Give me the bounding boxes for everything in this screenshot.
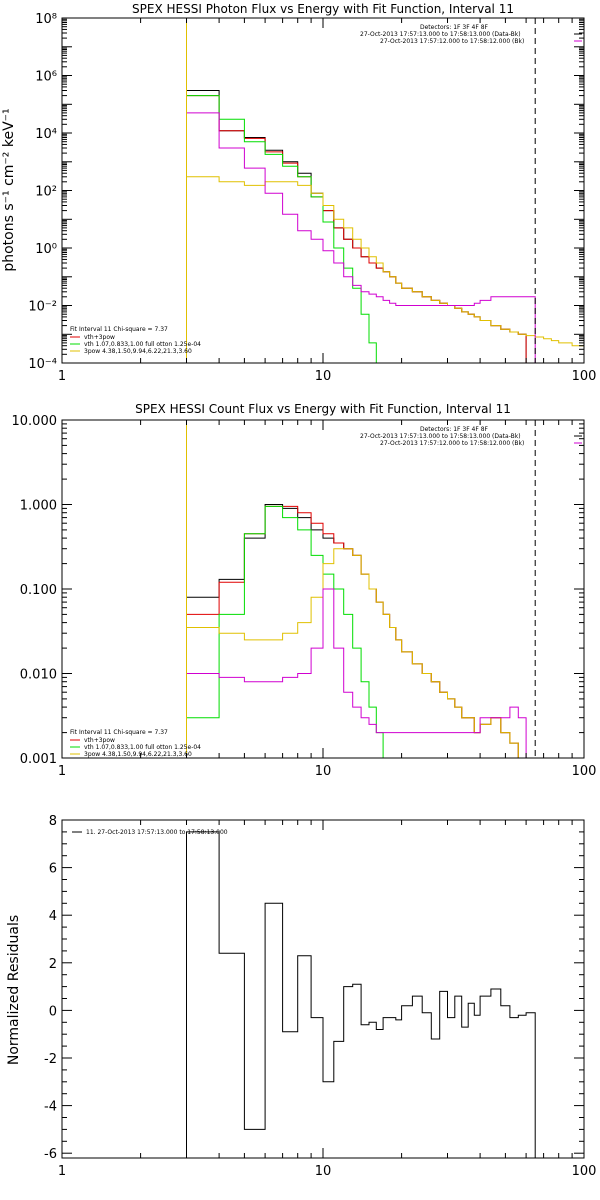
- y-axis-label: Normalized Residuals: [6, 915, 22, 1065]
- legend-bk: 27-Oct-2013 17:57:12.000 to 17:58:12.000…: [380, 440, 524, 447]
- axes-frame: [61, 819, 585, 1159]
- axis-ticks: 1 10 100 0.001 0.010 0.100 1.000 10.000: [12, 414, 597, 779]
- x-tick-label: 10: [315, 764, 332, 779]
- series-line: [186, 112, 544, 363]
- x-tick-label: 1: [58, 1164, 66, 1179]
- y-tick-label: 10⁶: [35, 70, 57, 85]
- y-tick-label: 10⁴: [35, 127, 57, 142]
- legend-vth-3pow: vth+3pow: [84, 737, 115, 744]
- legend-detectors: Detectors: 1F 3F 4F 8F: [420, 426, 489, 433]
- y-tick-label: 10⁰: [35, 242, 57, 257]
- y-axis-label: photons s⁻¹ cm⁻² keV⁻¹: [1, 108, 17, 271]
- y-tick-label: 2: [49, 957, 57, 972]
- y-tick-label: -4: [44, 1100, 57, 1115]
- y-tick-label: -2: [44, 1052, 57, 1067]
- y-tick-label: 10²: [35, 185, 57, 200]
- legend-fit-interval: Fit Interval 11 Chi-square = 7.37: [70, 729, 168, 736]
- y-tick-label: 0.001: [20, 752, 57, 767]
- x-tick-label: 1: [58, 369, 66, 384]
- series-line: [186, 588, 536, 758]
- y-tick-label: 0.010: [20, 668, 57, 683]
- y-tick-label: 10⁻²: [28, 300, 57, 315]
- series-line: [186, 95, 527, 363]
- axis-ticks: 1 10 100 10⁻⁴ 10⁻² 10⁰ 10² 10⁴ 10⁶ 10⁸: [28, 12, 596, 384]
- y-tick-label: 10.000: [12, 414, 58, 429]
- plot-area: [186, 420, 536, 758]
- series-line: [186, 176, 584, 363]
- legend-data-bk: 27-Oct-2013 17:57:13.000 to 17:58:13.000…: [360, 31, 521, 38]
- y-tick-label: 10⁻⁴: [28, 357, 57, 372]
- axis-ticks: 1 10 100 -6 -4 -2 0 2 4 6 8: [44, 814, 596, 1179]
- chart-title: SPEX HESSI Count Flux vs Energy with Fit…: [135, 402, 511, 416]
- y-tick-label: 8: [49, 814, 57, 829]
- plot-area: [186, 18, 584, 363]
- plot-area: [186, 831, 536, 1158]
- legend-3pow: 3pow 4.38,1.50,9.94,6.22,21.3,3.60: [84, 348, 192, 355]
- legend-bk: 27-Oct-2013 17:57:12.000 to 17:58:12.000…: [380, 38, 524, 45]
- legend-detectors: Detectors: 1F 3F 4F 8F: [420, 24, 489, 31]
- x-tick-label: 10: [315, 369, 332, 384]
- chart-title: SPEX HESSI Photon Flux vs Energy with Fi…: [132, 2, 514, 16]
- series-line: [186, 505, 390, 758]
- x-tick-label: 1: [58, 764, 66, 779]
- y-tick-label: 0: [49, 1004, 57, 1019]
- legend-3pow: 3pow 4.38,1.50,9.94,6.22,21.3,3.60: [84, 751, 192, 758]
- y-tick-label: -6: [44, 1147, 57, 1162]
- legend-fit-interval: Fit Interval 11 Chi-square = 7.37: [70, 326, 168, 333]
- series-line: [186, 95, 397, 363]
- x-tick-label: 100: [572, 1164, 597, 1179]
- legend-vth-3pow: vth+3pow: [84, 334, 115, 341]
- legend-data-bk: 27-Oct-2013 17:57:13.000 to 17:58:13.000…: [360, 433, 521, 440]
- series-line: [186, 504, 536, 758]
- legend-vth: vth 1.07,0.833,1.00 full otton 1.25e-04: [84, 744, 201, 751]
- y-tick-label: 1.000: [20, 499, 57, 514]
- series-line: [186, 505, 536, 758]
- legend-residuals: 11. 27-Oct-2013 17:57:13.000 to 17:58:13…: [86, 829, 228, 836]
- axes-frame: [61, 17, 585, 364]
- y-tick-label: 0.100: [20, 583, 57, 598]
- y-tick-label: 6: [49, 862, 57, 877]
- x-tick-label: 100: [572, 764, 597, 779]
- y-tick-label: 10⁸: [35, 12, 57, 27]
- series-line: [186, 831, 536, 1158]
- series-line: [186, 90, 527, 363]
- x-tick-label: 10: [315, 1164, 332, 1179]
- x-tick-label: 100: [572, 369, 597, 384]
- legend-vth: vth 1.07,0.833,1.00 full otton 1.25e-04: [84, 341, 201, 348]
- y-tick-label: 4: [49, 909, 57, 924]
